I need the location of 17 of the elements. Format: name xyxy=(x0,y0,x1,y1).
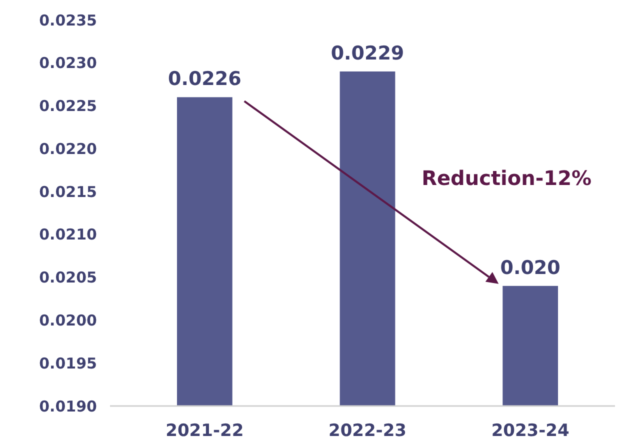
x-tick-label: 2022-23 xyxy=(328,421,407,441)
y-tick-label: 0.0215 xyxy=(39,182,97,201)
y-tick-label: 0.0225 xyxy=(39,97,97,116)
data-label: 0.0229 xyxy=(330,42,404,64)
x-tick-label: 2021-22 xyxy=(166,421,244,441)
y-tick-label: 0.0205 xyxy=(39,268,97,287)
annotation: Reduction-12% xyxy=(422,166,592,190)
y-tick-label: 0.0190 xyxy=(39,397,97,416)
x-tick-label: 2023-24 xyxy=(491,421,570,441)
y-tick-label: 0.0220 xyxy=(39,140,97,158)
y-tick-label: 0.0195 xyxy=(39,354,97,372)
data-label: 0.0226 xyxy=(168,68,242,90)
y-tick-label: 0.0200 xyxy=(39,311,97,330)
y-tick-label: 0.0210 xyxy=(39,226,97,244)
y-tick-label: 0.0230 xyxy=(39,54,97,72)
data-label: 0.020 xyxy=(500,256,560,279)
y-tick-label: 0.0235 xyxy=(39,11,97,30)
